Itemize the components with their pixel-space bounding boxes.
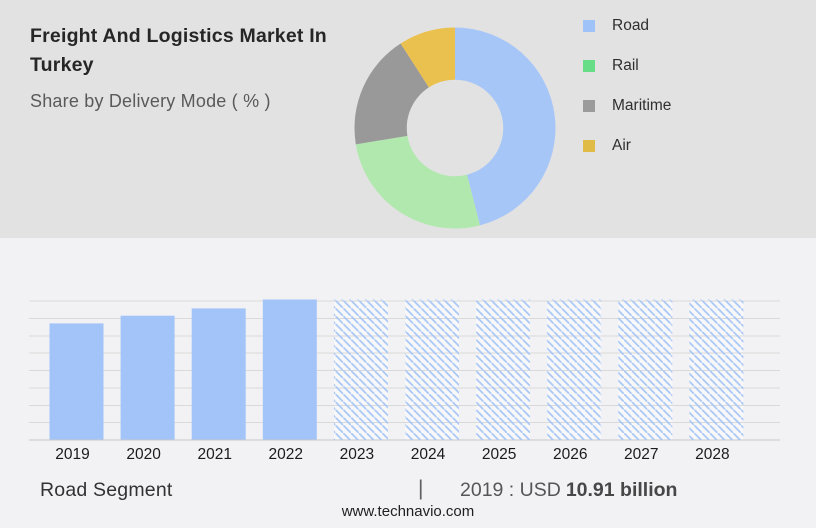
legend-item-maritime: Maritime: [583, 86, 671, 126]
delivery-mode-donut-chart: [354, 27, 556, 229]
bar-2020: [120, 315, 175, 440]
page-subtitle: Share by Delivery Mode ( % ): [30, 91, 271, 111]
bar-2019: [49, 323, 104, 440]
donut-slice-road: [455, 27, 556, 226]
chart-section: 2019 2020 2021 2022 2023 2024 2025 2026 2027 2028…: [0, 238, 816, 528]
donut-slice-air: [400, 27, 455, 88]
forecast-bar-2026: [547, 299, 602, 440]
segment-label: Road Segment: [40, 479, 173, 501]
caption-row: Road Segment | 2019 : USD 10.91 billion: [0, 477, 816, 505]
x-axis-label-2026: 2026: [553, 446, 587, 463]
caption-value-prefix: 2019 : USD: [460, 479, 561, 501]
legend-swatch-maritime: [583, 100, 595, 112]
legend-item-road: Road: [583, 6, 671, 46]
x-axis-label-2021: 2021: [197, 446, 231, 463]
x-axis-label-2028: 2028: [695, 446, 729, 463]
x-axis-label-2025: 2025: [482, 446, 516, 463]
legend-item-rail: Rail: [583, 46, 671, 86]
bar-2022: [262, 299, 317, 440]
x-axis-label-2019: 2019: [55, 446, 89, 463]
donut-slice-maritime: [354, 43, 429, 145]
legend-swatch-road: [583, 20, 595, 32]
x-axis-label-2024: 2024: [411, 446, 446, 463]
legend-label-rail: Rail: [612, 57, 639, 74]
x-axis-label-2022: 2022: [269, 446, 303, 463]
legend-label-air: Air: [612, 137, 631, 154]
forecast-bar-2027: [618, 299, 673, 440]
legend-item-air: Air: [583, 126, 671, 166]
forecast-bar-2025: [476, 299, 531, 440]
header-section: Freight And Logistics Market In Turkey S…: [0, 0, 816, 238]
forecast-bar-2028: [689, 299, 744, 440]
x-axis-label-2023: 2023: [340, 446, 374, 463]
donut-slice-rail: [355, 135, 480, 229]
market-size-bar-chart: 2019 2020 2021 2022 2023 2024 2025 2026 2027 2028: [29, 299, 780, 463]
forecast-bar-2023: [333, 299, 388, 440]
legend-swatch-air: [583, 140, 595, 152]
page-title: Freight And Logistics Market In Turkey: [30, 25, 327, 76]
bar-2021: [191, 308, 246, 440]
title-block: Freight And Logistics Market In Turkey S…: [30, 22, 390, 112]
caption-separator: |: [418, 477, 424, 500]
caption-value-line: 2019 : USD 10.91 billion: [460, 479, 677, 502]
legend-label-maritime: Maritime: [612, 97, 672, 114]
website-url: www.technavio.com: [341, 503, 475, 520]
caption-value-bold: 10.91 billion: [565, 479, 678, 501]
x-axis-label-2027: 2027: [624, 446, 658, 463]
x-axis-label-2020: 2020: [126, 446, 161, 463]
legend-label-road: Road: [612, 17, 650, 34]
forecast-bar-2024: [405, 299, 459, 440]
chart-legend: Road Rail Maritime Air: [583, 6, 671, 166]
legend-swatch-rail: [583, 60, 595, 72]
